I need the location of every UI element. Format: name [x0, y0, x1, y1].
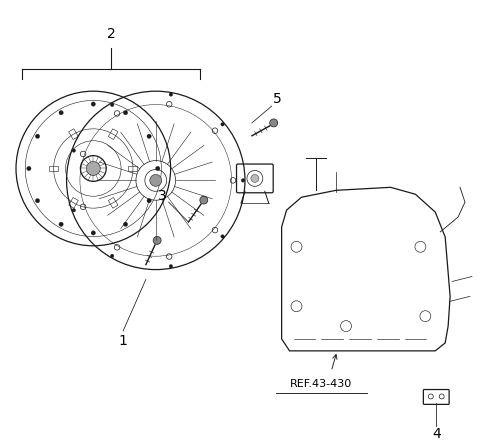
- Bar: [49, 165, 58, 171]
- Circle shape: [91, 231, 96, 235]
- Text: 4: 4: [432, 427, 441, 441]
- Circle shape: [251, 175, 259, 183]
- Circle shape: [270, 119, 277, 127]
- Bar: [129, 165, 137, 171]
- Circle shape: [147, 134, 151, 138]
- Circle shape: [221, 122, 224, 126]
- Text: 1: 1: [119, 334, 128, 348]
- Circle shape: [169, 264, 173, 268]
- Text: 3: 3: [158, 189, 167, 203]
- Text: 2: 2: [107, 27, 116, 41]
- Circle shape: [221, 235, 224, 238]
- Circle shape: [36, 198, 40, 203]
- Text: 5: 5: [273, 92, 282, 106]
- Circle shape: [123, 110, 128, 115]
- Circle shape: [72, 209, 75, 212]
- Circle shape: [153, 236, 161, 244]
- Circle shape: [156, 166, 160, 171]
- Bar: [69, 198, 78, 208]
- Circle shape: [110, 103, 114, 107]
- Circle shape: [123, 222, 128, 226]
- Text: REF.43-430: REF.43-430: [290, 378, 352, 389]
- Circle shape: [110, 254, 114, 258]
- Circle shape: [59, 222, 63, 226]
- Circle shape: [72, 149, 75, 152]
- Circle shape: [169, 93, 173, 96]
- Circle shape: [59, 110, 63, 115]
- Bar: [69, 129, 78, 140]
- Circle shape: [241, 179, 245, 182]
- Circle shape: [200, 196, 208, 204]
- Circle shape: [91, 102, 96, 106]
- Circle shape: [147, 198, 151, 203]
- Circle shape: [27, 166, 31, 171]
- Circle shape: [36, 134, 40, 138]
- Circle shape: [150, 175, 162, 187]
- Bar: [108, 129, 118, 140]
- Bar: [108, 198, 118, 208]
- Circle shape: [86, 162, 100, 175]
